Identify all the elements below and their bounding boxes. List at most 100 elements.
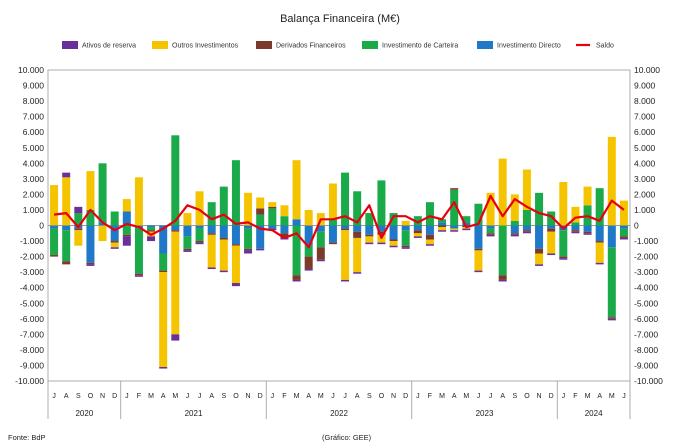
month-tick-label: A	[500, 393, 505, 400]
y-tick-label-right: 9.000	[634, 81, 656, 91]
bar-segment	[486, 234, 495, 237]
bar-segment	[231, 244, 240, 246]
bar-segment	[256, 225, 265, 249]
bar-segment	[256, 197, 265, 209]
month-tick-label: J	[489, 393, 493, 400]
bar-segment	[110, 211, 119, 226]
legend-swatch	[256, 41, 272, 49]
y-tick-label-right: 0	[634, 221, 639, 231]
bar-segment	[559, 258, 568, 260]
month-tick-label: O	[233, 393, 239, 400]
month-tick-label: A	[64, 393, 69, 400]
y-tick-label-left: -7.000	[20, 329, 44, 339]
bar-segment	[280, 205, 289, 217]
month-tick-label: J	[562, 393, 566, 400]
month-tick-label: S	[512, 393, 517, 400]
bar-segment	[98, 222, 107, 226]
bar-segment	[474, 225, 483, 249]
bar-segment	[425, 202, 434, 226]
bar-segment	[619, 200, 628, 226]
bar-segment	[425, 225, 434, 235]
bar-segment	[425, 239, 434, 245]
y-tick-label-left: 1.000	[23, 205, 45, 215]
bar-segment	[510, 233, 519, 235]
saldo-line-layer	[53, 194, 625, 249]
bar-segment	[341, 228, 350, 231]
y-tick-label-right: 8.000	[634, 96, 656, 106]
year-label: 2022	[330, 409, 348, 418]
month-tick-label: N	[100, 393, 105, 400]
bar-segment	[159, 270, 168, 273]
bar-segment	[486, 192, 495, 226]
month-tick-label: O	[379, 393, 385, 400]
bar-segment	[122, 236, 131, 246]
bar-segment	[328, 242, 337, 245]
y-tick-label-left: 5.000	[23, 143, 45, 153]
bar-segment	[522, 230, 531, 232]
bar-segment	[304, 225, 313, 246]
month-tick-label: M	[439, 393, 445, 400]
month-tick-label: A	[209, 393, 214, 400]
bar-segment	[316, 259, 325, 262]
month-tick-label: D	[258, 393, 263, 400]
bar-segment	[122, 199, 131, 212]
bar-segment	[365, 242, 374, 245]
bar-segment	[377, 180, 386, 226]
bar-segment	[535, 192, 544, 226]
bar-segment	[559, 181, 568, 226]
bar-segment	[522, 225, 531, 231]
bar-segment	[183, 248, 192, 251]
bar-segment	[122, 225, 131, 235]
bar-segment	[498, 225, 507, 276]
y-tick-label-left: 9.000	[23, 81, 45, 91]
bar-segment	[401, 225, 410, 231]
y-tick-label-left: 8.000	[23, 96, 45, 106]
bar-segment	[280, 233, 289, 238]
bar-segment	[244, 228, 253, 249]
bar-segment	[547, 228, 556, 232]
bar-segment	[86, 262, 95, 265]
bar-segment	[304, 245, 313, 257]
y-tick-label-right: -6.000	[634, 314, 658, 324]
bar-segment	[619, 228, 628, 237]
bar-segment	[171, 230, 180, 232]
month-tick-label: J	[477, 393, 481, 400]
bar-segment	[583, 233, 592, 235]
y-tick-label-left: 6.000	[23, 127, 45, 137]
month-tick-label: J	[343, 393, 347, 400]
bar-segment	[571, 230, 580, 232]
bar-segment	[510, 194, 519, 221]
bar-segment	[595, 241, 604, 243]
month-tick-label: M	[172, 393, 178, 400]
month-tick-label: N	[537, 393, 542, 400]
y-tick-label-left: 0	[39, 221, 44, 231]
bar-segment	[219, 186, 228, 226]
bar-segment	[231, 225, 240, 245]
bar-segment	[450, 228, 459, 231]
bar-segment	[110, 241, 119, 243]
plot-area	[47, 69, 631, 382]
bar-segment	[547, 225, 556, 229]
bar-segment	[316, 247, 325, 260]
bar-segment	[74, 213, 83, 226]
bar-segment	[462, 216, 471, 223]
year-label: 2024	[585, 409, 603, 418]
bar-segment	[328, 183, 337, 220]
month-tick-label: A	[306, 393, 311, 400]
bar-segment	[595, 262, 604, 265]
bar-segment	[535, 225, 544, 249]
bar-segment	[50, 225, 59, 229]
bar-segment	[62, 177, 71, 226]
bar-segment	[134, 177, 143, 226]
bar-segment	[341, 279, 350, 282]
bar-segment	[413, 216, 422, 226]
bar-segment	[219, 270, 228, 273]
month-tick-label: F	[428, 393, 432, 400]
bar-segment	[438, 219, 447, 223]
y-tick-label-left: 3.000	[23, 174, 45, 184]
y-axis-left: -10.000 -9.000 -8.000 -7.000 -6.000 -5.000 -4.…	[15, 65, 44, 386]
bar-segment	[607, 247, 616, 318]
bar-segment	[474, 248, 483, 251]
y-tick-label-left: -5.000	[20, 298, 44, 308]
